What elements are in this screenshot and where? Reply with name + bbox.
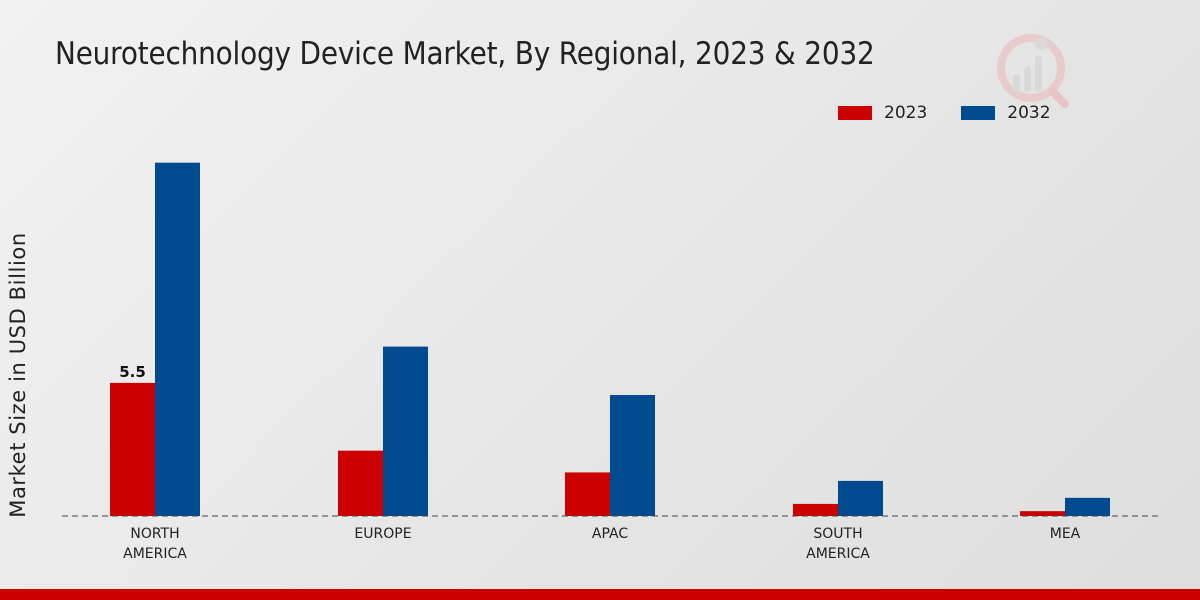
x-tick-label-europe: EUROPE	[354, 526, 411, 542]
legend: 2023 2032	[838, 103, 1085, 123]
x-tick-label-south-america-line2: AMERICA	[806, 546, 870, 562]
legend-label-2032: 2032	[1007, 103, 1051, 123]
bar-2023-south-america	[793, 503, 838, 516]
x-tick-label-south-america-line1: SOUTH	[813, 526, 862, 542]
bar-2023-north-america	[110, 382, 155, 516]
bar-2032-mea	[1065, 497, 1110, 516]
legend-item-2032: 2032	[961, 103, 1051, 123]
data-label: 5.5	[119, 363, 146, 381]
legend-swatch-2032	[961, 106, 996, 120]
legend-label-2023: 2023	[884, 103, 928, 123]
bar-2032-north-america	[155, 162, 200, 516]
bar-2032-europe	[383, 346, 428, 516]
bar-2032-south-america	[838, 480, 883, 516]
legend-item-2023: 2023	[838, 103, 927, 123]
x-tick-label-mea: MEA	[1050, 526, 1081, 542]
bar-2023-mea	[1020, 511, 1065, 516]
bottom-accent-bar	[0, 589, 1200, 600]
bar-2023-europe	[338, 450, 383, 516]
x-tick-label-north-america-line2: AMERICA	[123, 546, 187, 562]
x-tick-label-apac: APAC	[592, 526, 628, 542]
legend-swatch-2023	[838, 106, 872, 120]
bar-2032-apac	[610, 395, 655, 516]
chart-title: Neurotechnology Device Market, By Region…	[55, 36, 875, 72]
x-tick-label-north-america-line1: NORTH	[130, 526, 179, 542]
brand-logo-icon	[997, 34, 1069, 108]
bar-2023-apac	[565, 472, 610, 516]
